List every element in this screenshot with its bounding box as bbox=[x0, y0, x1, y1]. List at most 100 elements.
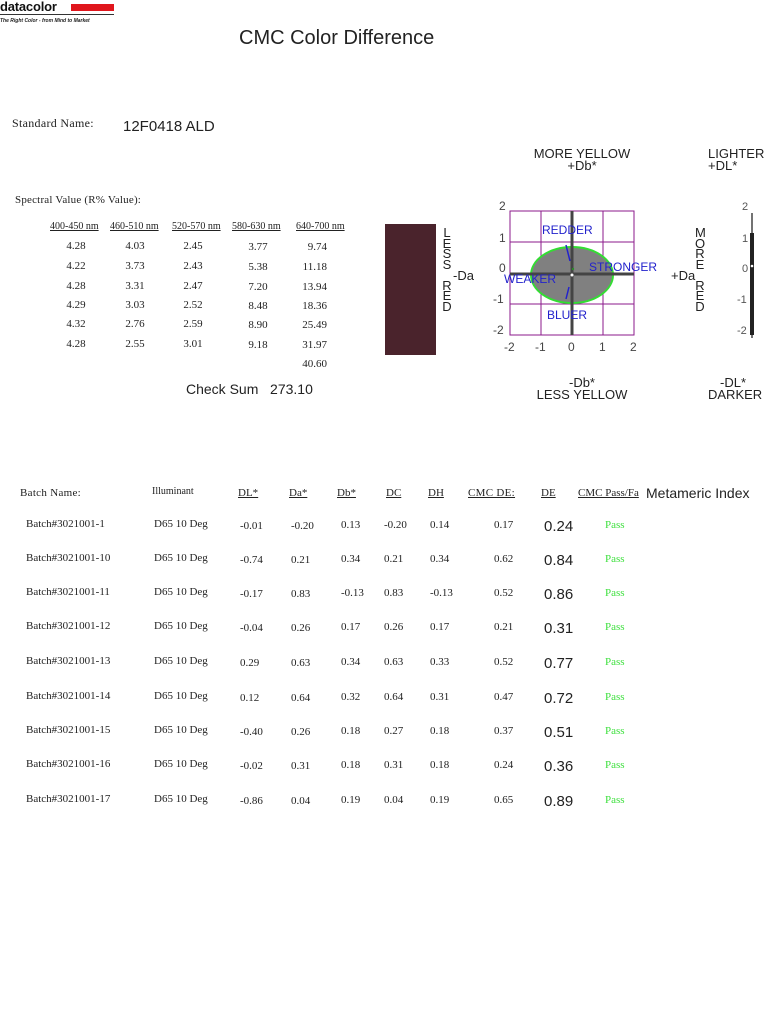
dc-cell: 0.27 bbox=[384, 725, 404, 737]
plus-da-label: +Da bbox=[671, 268, 696, 283]
db-cell: 0.17 bbox=[341, 621, 361, 633]
plus-dl-text: +DL* bbox=[708, 158, 738, 173]
letter: D bbox=[695, 298, 705, 314]
spectral-cell: 3.03 bbox=[125, 299, 145, 311]
illuminant-cell: D65 10 Deg bbox=[154, 552, 208, 564]
svg-text:0: 0 bbox=[499, 261, 506, 275]
spectral-cell: 5.38 bbox=[248, 261, 268, 273]
pass-fail-status: Pass bbox=[605, 691, 625, 703]
col-header-batch-name: Batch Name: bbox=[20, 487, 82, 499]
less-yellow-label: -Db* LESS YELLOW bbox=[530, 376, 634, 401]
dc-cell: 0.64 bbox=[384, 691, 404, 703]
dh-cell: 0.18 bbox=[430, 725, 450, 737]
spectral-cell: 2.55 bbox=[125, 338, 145, 350]
illuminant-cell: D65 10 Deg bbox=[154, 586, 208, 598]
logo-tagline: The Right Color - from Mind to Market bbox=[0, 18, 90, 24]
dh-cell: 0.31 bbox=[430, 691, 450, 703]
dl-cell: -0.74 bbox=[240, 554, 263, 566]
spectral-cell: 40.60 bbox=[302, 358, 327, 370]
da-cell: 0.26 bbox=[291, 726, 311, 738]
spectral-cell: 4.29 bbox=[66, 299, 86, 311]
pass-fail-status: Pass bbox=[605, 553, 625, 565]
pass-fail-status: Pass bbox=[605, 519, 625, 531]
letter: D bbox=[442, 298, 452, 314]
letter: R bbox=[695, 246, 705, 261]
de-cell: 0.24 bbox=[544, 518, 574, 535]
dl-cell: -0.86 bbox=[240, 795, 263, 807]
spectral-cell: 3.77 bbox=[248, 241, 268, 253]
letter: S bbox=[442, 246, 452, 261]
de-cell: 0.72 bbox=[544, 690, 574, 707]
dh-cell: -0.13 bbox=[430, 587, 453, 599]
dc-cell: 0.26 bbox=[384, 621, 404, 633]
minus-dl-text: -DL* bbox=[720, 375, 747, 390]
logo-red-bar bbox=[71, 4, 114, 11]
da-cell: 0.83 bbox=[291, 588, 311, 600]
db-cell: 0.32 bbox=[341, 691, 361, 703]
spectral-cell: 2.45 bbox=[183, 240, 203, 252]
svg-text:-1: -1 bbox=[737, 294, 747, 306]
spectral-cell: 4.03 bbox=[125, 240, 145, 252]
spectral-cell: 4.22 bbox=[66, 260, 86, 272]
spectral-cell: 8.90 bbox=[248, 319, 268, 331]
spectral-cell: 4.28 bbox=[66, 280, 86, 292]
spectral-cell: 2.43 bbox=[183, 260, 203, 272]
svg-text:2: 2 bbox=[630, 340, 637, 354]
spectral-value-label: Spectral Value (R% Value): bbox=[15, 194, 142, 206]
darker-text: DARKER bbox=[708, 387, 763, 402]
bluer-annotation: BLUER bbox=[547, 308, 588, 322]
dl-cell: -0.40 bbox=[240, 726, 263, 738]
db-cell: 0.34 bbox=[341, 553, 361, 565]
cmc-de-cell: 0.62 bbox=[494, 553, 514, 565]
dc-cell: 0.83 bbox=[384, 587, 404, 599]
dh-cell: 0.19 bbox=[430, 794, 450, 806]
dl-bar-plot: 2 1 0 -1 -2 bbox=[737, 201, 754, 338]
spectral-cell: 13.94 bbox=[302, 281, 327, 293]
svg-text:1: 1 bbox=[499, 231, 506, 245]
da-cell: 0.31 bbox=[291, 760, 311, 772]
spectral-header: 640-700 nm bbox=[296, 221, 345, 232]
spectral-cell: 3.73 bbox=[125, 260, 145, 272]
minus-da-label: -Da bbox=[453, 268, 474, 283]
check-sum-value: 273.10 bbox=[270, 381, 313, 397]
da-cell: 0.26 bbox=[291, 622, 311, 634]
darker-label: -DL* DARKER bbox=[708, 375, 763, 402]
dh-cell: 0.18 bbox=[430, 759, 450, 771]
letter: M bbox=[695, 225, 706, 240]
col-header-dh: DH bbox=[428, 487, 444, 499]
svg-text:-1: -1 bbox=[493, 292, 504, 306]
svg-text:2: 2 bbox=[742, 201, 748, 213]
spectral-cell: 25.49 bbox=[302, 319, 327, 331]
de-cell: 0.77 bbox=[544, 655, 574, 672]
batch-name-cell: Batch#3021001-10 bbox=[26, 552, 111, 564]
more-yellow-text: MORE YELLOW bbox=[533, 146, 631, 161]
svg-text:-2: -2 bbox=[737, 325, 747, 337]
batch-name-cell: Batch#3021001-14 bbox=[26, 690, 111, 702]
spectral-cell: 8.48 bbox=[248, 300, 268, 312]
cmc-de-cell: 0.37 bbox=[494, 725, 514, 737]
cmc-de-cell: 0.24 bbox=[494, 759, 514, 771]
cmc-de-cell: 0.21 bbox=[494, 621, 514, 633]
plus-db-text: +Db* bbox=[567, 158, 597, 173]
lighter-label: LIGHTER +DL* bbox=[708, 146, 765, 173]
svg-text:1: 1 bbox=[599, 340, 606, 354]
db-cell: 0.13 bbox=[341, 519, 361, 531]
letter: E bbox=[695, 256, 705, 272]
spectral-cell: 2.59 bbox=[183, 318, 203, 330]
lighter-text: LIGHTER bbox=[708, 146, 765, 161]
spectral-cell: 9.18 bbox=[248, 339, 268, 351]
batch-name-cell: Batch#3021001-11 bbox=[26, 586, 110, 598]
letter: E bbox=[442, 235, 452, 251]
col-header-dl: DL* bbox=[238, 487, 259, 499]
da-cell: 0.21 bbox=[291, 554, 311, 566]
spectral-cell: 4.28 bbox=[66, 338, 86, 350]
letter: R bbox=[442, 277, 452, 293]
spectral-cell: 31.97 bbox=[302, 339, 327, 351]
more-red-vertical-label: M O R E R E D bbox=[695, 225, 706, 314]
da-cell: -0.20 bbox=[291, 520, 314, 532]
spectral-cell: 2.76 bbox=[125, 318, 145, 330]
dl-cell: -0.01 bbox=[240, 520, 263, 532]
dh-cell: 0.14 bbox=[430, 519, 450, 531]
dc-cell: 0.04 bbox=[384, 794, 404, 806]
spectral-cell: 4.28 bbox=[66, 240, 86, 252]
